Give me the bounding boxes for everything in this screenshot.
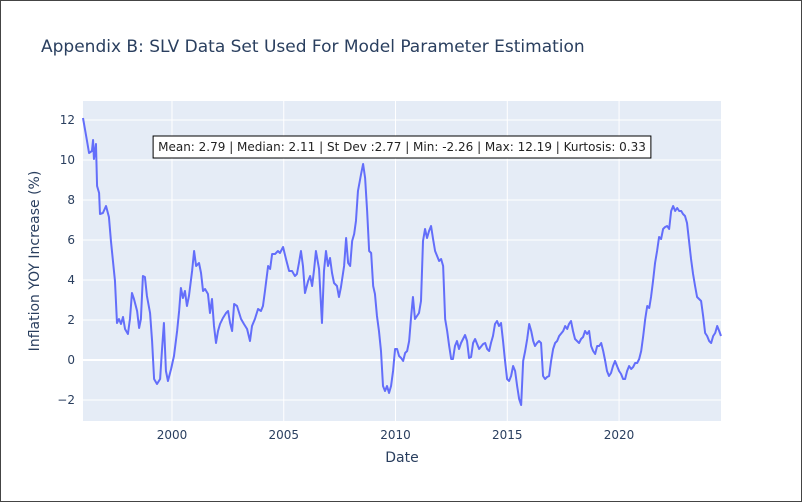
y-tick-label: 4 — [67, 273, 75, 287]
series-line — [82, 117, 722, 406]
y-tick-label: 2 — [67, 313, 75, 327]
y-tick-label: 6 — [67, 233, 75, 247]
x-tick-label: 2010 — [380, 428, 411, 442]
y-tick-label: 10 — [60, 153, 75, 167]
y-tick-label: 12 — [60, 113, 75, 127]
x-axis-label: Date — [385, 450, 418, 466]
chart-title: Appendix B: SLV Data Set Used For Model … — [41, 37, 585, 57]
y-tick-label: 8 — [67, 193, 75, 207]
y-tick-label: −2 — [57, 393, 75, 407]
x-tick-label: 2020 — [604, 428, 635, 442]
y-axis-label: Inflation YOY Increase (%) — [27, 171, 43, 352]
annotation-box — [152, 135, 652, 159]
marks — [82, 117, 722, 406]
x-tick-label: 2000 — [157, 428, 188, 442]
x-tick-label: 2015 — [492, 428, 523, 442]
x-tick-label: 2005 — [268, 428, 299, 442]
annotation: Mean: 2.79 | Median: 2.11 | St Dev :2.77… — [158, 140, 646, 154]
y-tick-label: 0 — [67, 353, 75, 367]
